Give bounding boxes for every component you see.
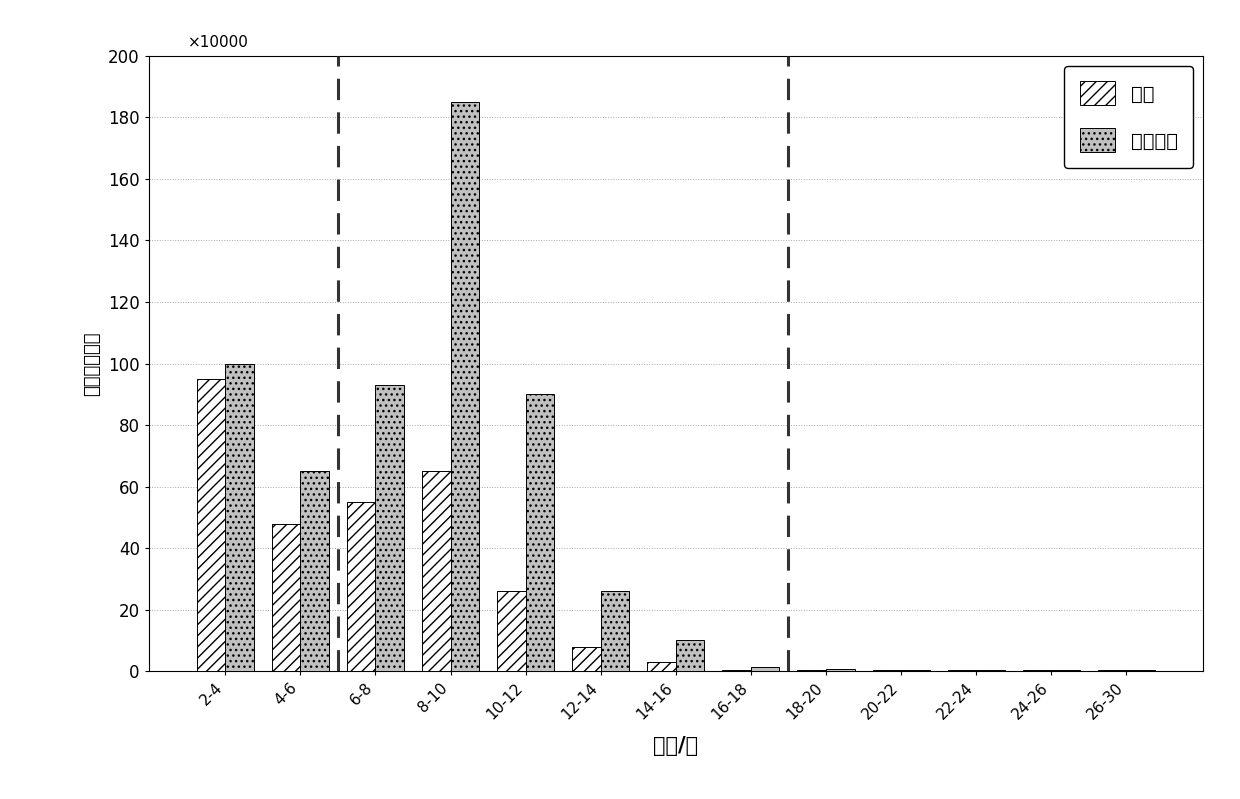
Bar bbox=[300, 471, 329, 671]
Bar bbox=[1052, 670, 1080, 671]
Bar bbox=[497, 591, 526, 671]
Bar bbox=[1126, 670, 1154, 671]
Bar bbox=[526, 394, 554, 671]
Bar bbox=[347, 502, 376, 671]
Bar bbox=[947, 670, 976, 671]
Bar bbox=[873, 670, 901, 671]
Bar bbox=[797, 670, 826, 671]
Bar bbox=[572, 646, 600, 671]
Bar bbox=[1023, 670, 1052, 671]
Bar bbox=[450, 102, 479, 671]
Bar bbox=[272, 523, 300, 671]
Bar bbox=[901, 670, 930, 671]
Bar bbox=[226, 364, 254, 671]
Bar bbox=[723, 670, 751, 671]
X-axis label: 轴重/吨: 轴重/吨 bbox=[653, 736, 698, 756]
Y-axis label: 累计当量轴次: 累计当量轴次 bbox=[83, 332, 102, 396]
Bar bbox=[600, 591, 629, 671]
Bar bbox=[376, 385, 404, 671]
Bar bbox=[826, 669, 854, 671]
Text: ×10000: ×10000 bbox=[187, 35, 248, 50]
Bar bbox=[647, 662, 676, 671]
Bar bbox=[197, 379, 226, 671]
Bar bbox=[676, 640, 704, 671]
Legend: 沿江, 广靖锡澄: 沿江, 广靖锡澄 bbox=[1064, 66, 1193, 168]
Bar bbox=[751, 666, 780, 671]
Bar bbox=[1097, 670, 1126, 671]
Bar bbox=[976, 670, 1004, 671]
Bar bbox=[422, 471, 450, 671]
